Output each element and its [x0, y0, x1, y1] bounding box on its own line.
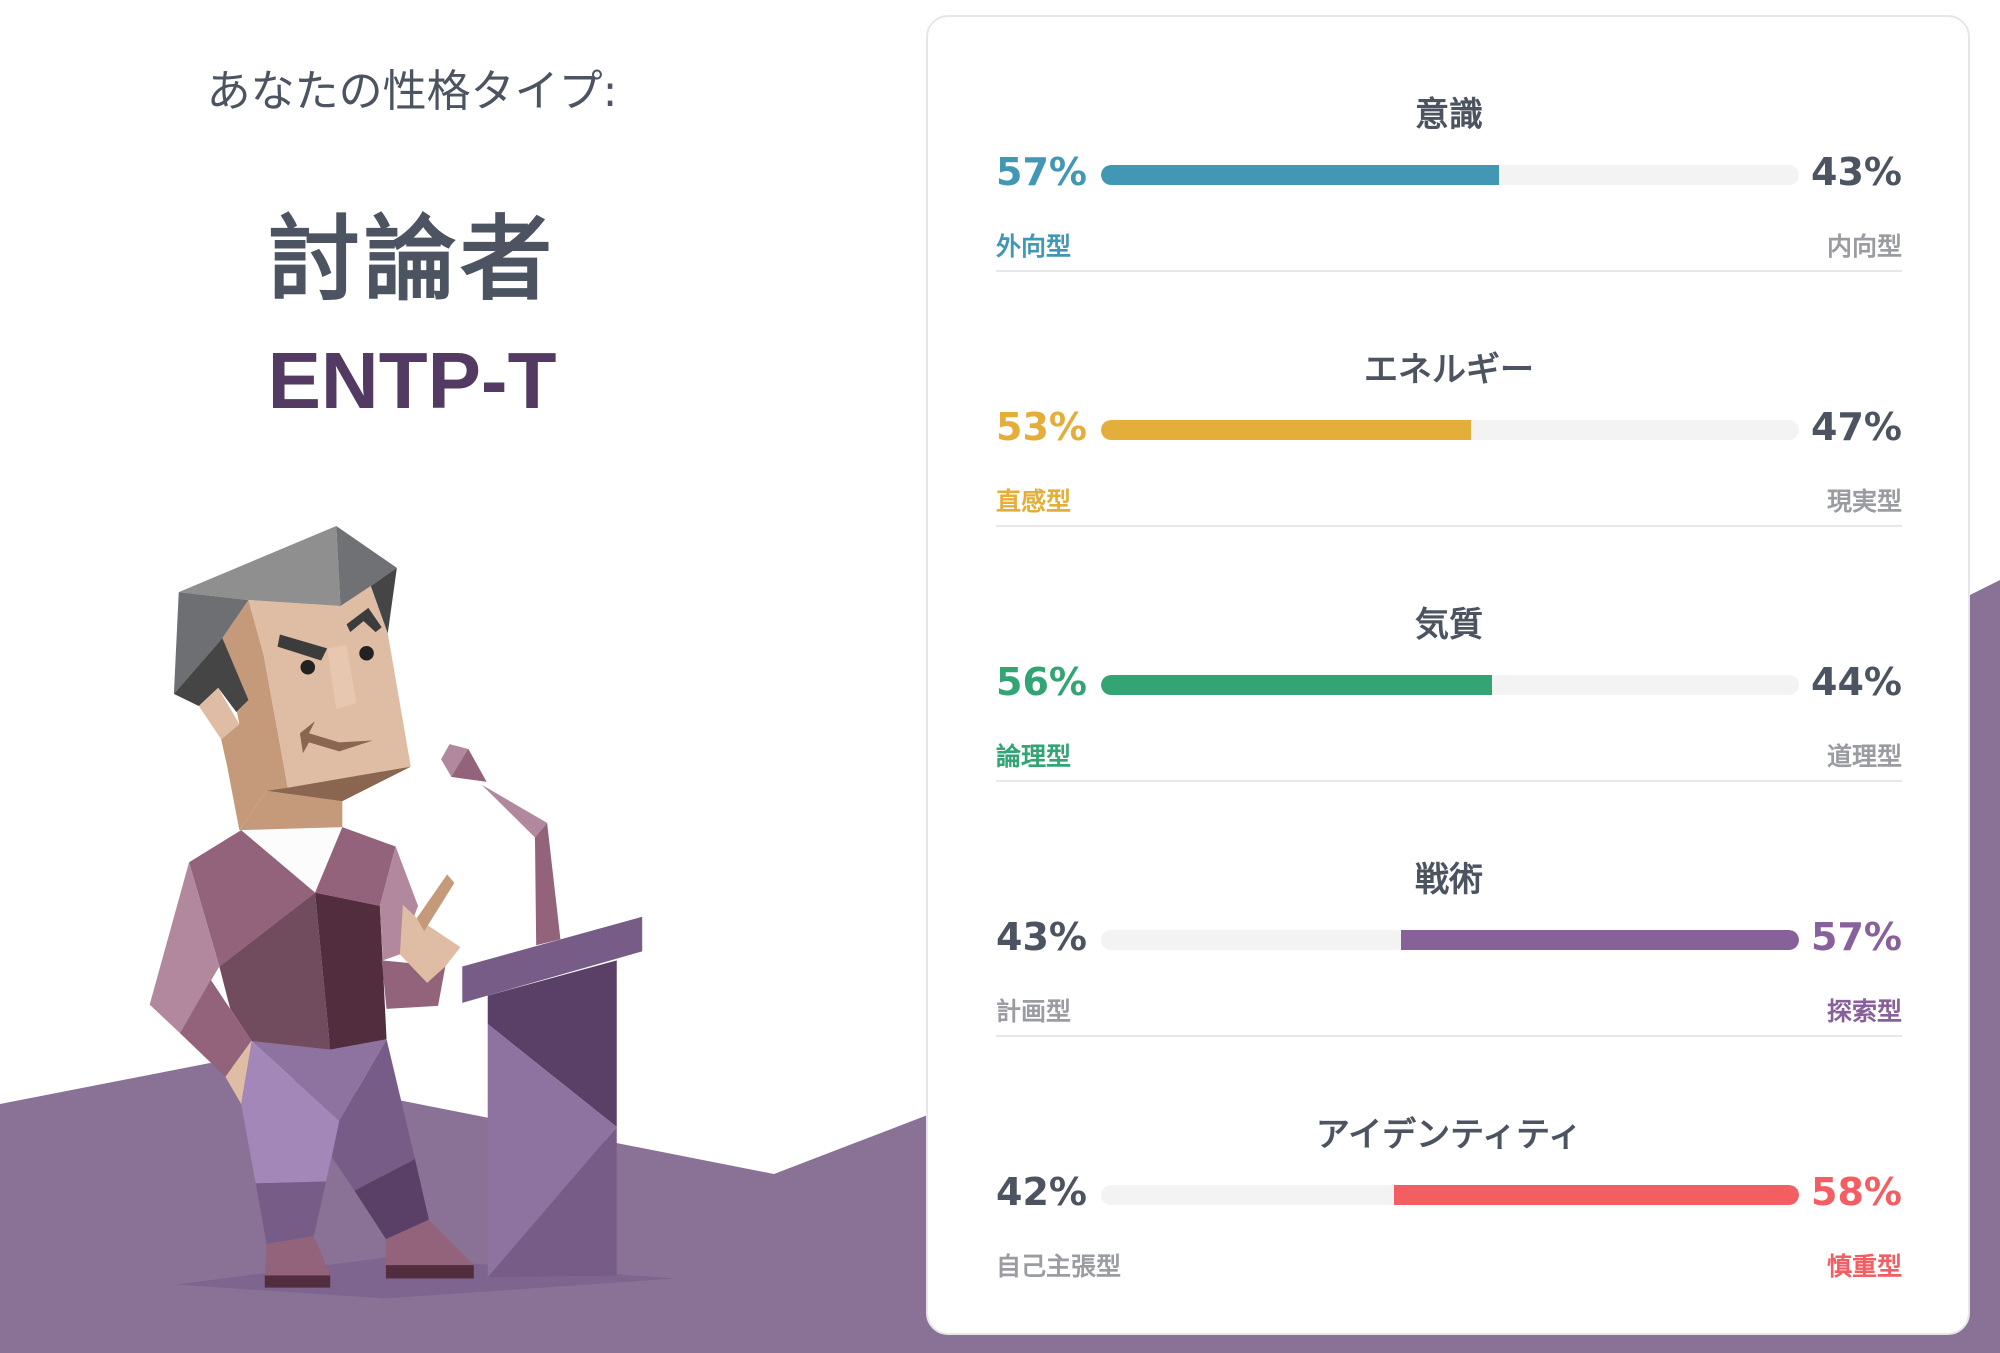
right-label: 探索型 [1826, 997, 1902, 1026]
trait-bar-fill [1101, 420, 1471, 440]
divider [996, 1035, 1902, 1037]
right-percent: 44% [1811, 660, 1902, 704]
divider [996, 525, 1902, 527]
trait-title: 気質 [1415, 605, 1483, 645]
trait-title: アイデンティティ [1315, 1115, 1583, 1155]
trait-row-identity: アイデンティティ 42% 58% 自己主張型 慎重型 [996, 1037, 1902, 1292]
trait-bar-fill [1394, 1185, 1799, 1205]
trait-row-tactics: 戦術 43% 57% 計画型 探索型 [996, 782, 1902, 1037]
personality-type-name: 討論者 [267, 206, 556, 313]
trait-bar [1101, 675, 1799, 695]
right-label: 現実型 [1826, 487, 1902, 516]
left-label: 計画型 [996, 997, 1072, 1026]
divider [996, 270, 1902, 272]
left-percent: 42% [996, 1170, 1087, 1214]
trait-bar [1101, 930, 1799, 950]
trait-title: 戦術 [1415, 860, 1483, 900]
trait-title: 意識 [1415, 95, 1483, 135]
left-percent: 57% [996, 150, 1087, 194]
personality-type-label: あなたの性格タイプ: [206, 66, 618, 117]
trait-row-energy: エネルギー 53% 47% 直感型 現実型 [996, 272, 1902, 527]
left-percent: 43% [996, 915, 1087, 959]
trait-bar-fill [1101, 165, 1499, 185]
trait-bar-fill [1401, 930, 1799, 950]
trait-bar [1101, 420, 1799, 440]
right-percent: 43% [1811, 150, 1902, 194]
right-percent: 47% [1811, 405, 1902, 449]
trait-row-mind: 意識 57% 43% 外向型 内向型 [996, 17, 1902, 272]
left-label: 自己主張型 [996, 1252, 1122, 1281]
left-percent: 53% [996, 405, 1087, 449]
right-percent: 58% [1811, 1170, 1902, 1214]
divider [996, 780, 1902, 782]
traits-card: 意識 57% 43% 外向型 内向型 エネルギー 53% 47% 直感型 現実型… [926, 15, 1970, 1335]
trait-row-nature: 気質 56% 44% 論理型 道理型 [996, 527, 1902, 782]
trait-bar [1101, 1185, 1799, 1205]
personality-type-code: ENTP-T [267, 336, 557, 425]
left-percent: 56% [996, 660, 1087, 704]
trait-bar [1101, 165, 1799, 185]
left-label: 直感型 [996, 487, 1072, 516]
debater-illustration [149, 526, 676, 1299]
trait-title: エネルギー [1364, 350, 1534, 390]
left-label: 外向型 [996, 232, 1072, 261]
right-label: 慎重型 [1826, 1252, 1902, 1281]
trait-bar-fill [1101, 675, 1492, 695]
right-label: 道理型 [1826, 742, 1902, 771]
left-label: 論理型 [996, 742, 1072, 771]
right-percent: 57% [1811, 915, 1902, 959]
right-label: 内向型 [1826, 232, 1902, 261]
